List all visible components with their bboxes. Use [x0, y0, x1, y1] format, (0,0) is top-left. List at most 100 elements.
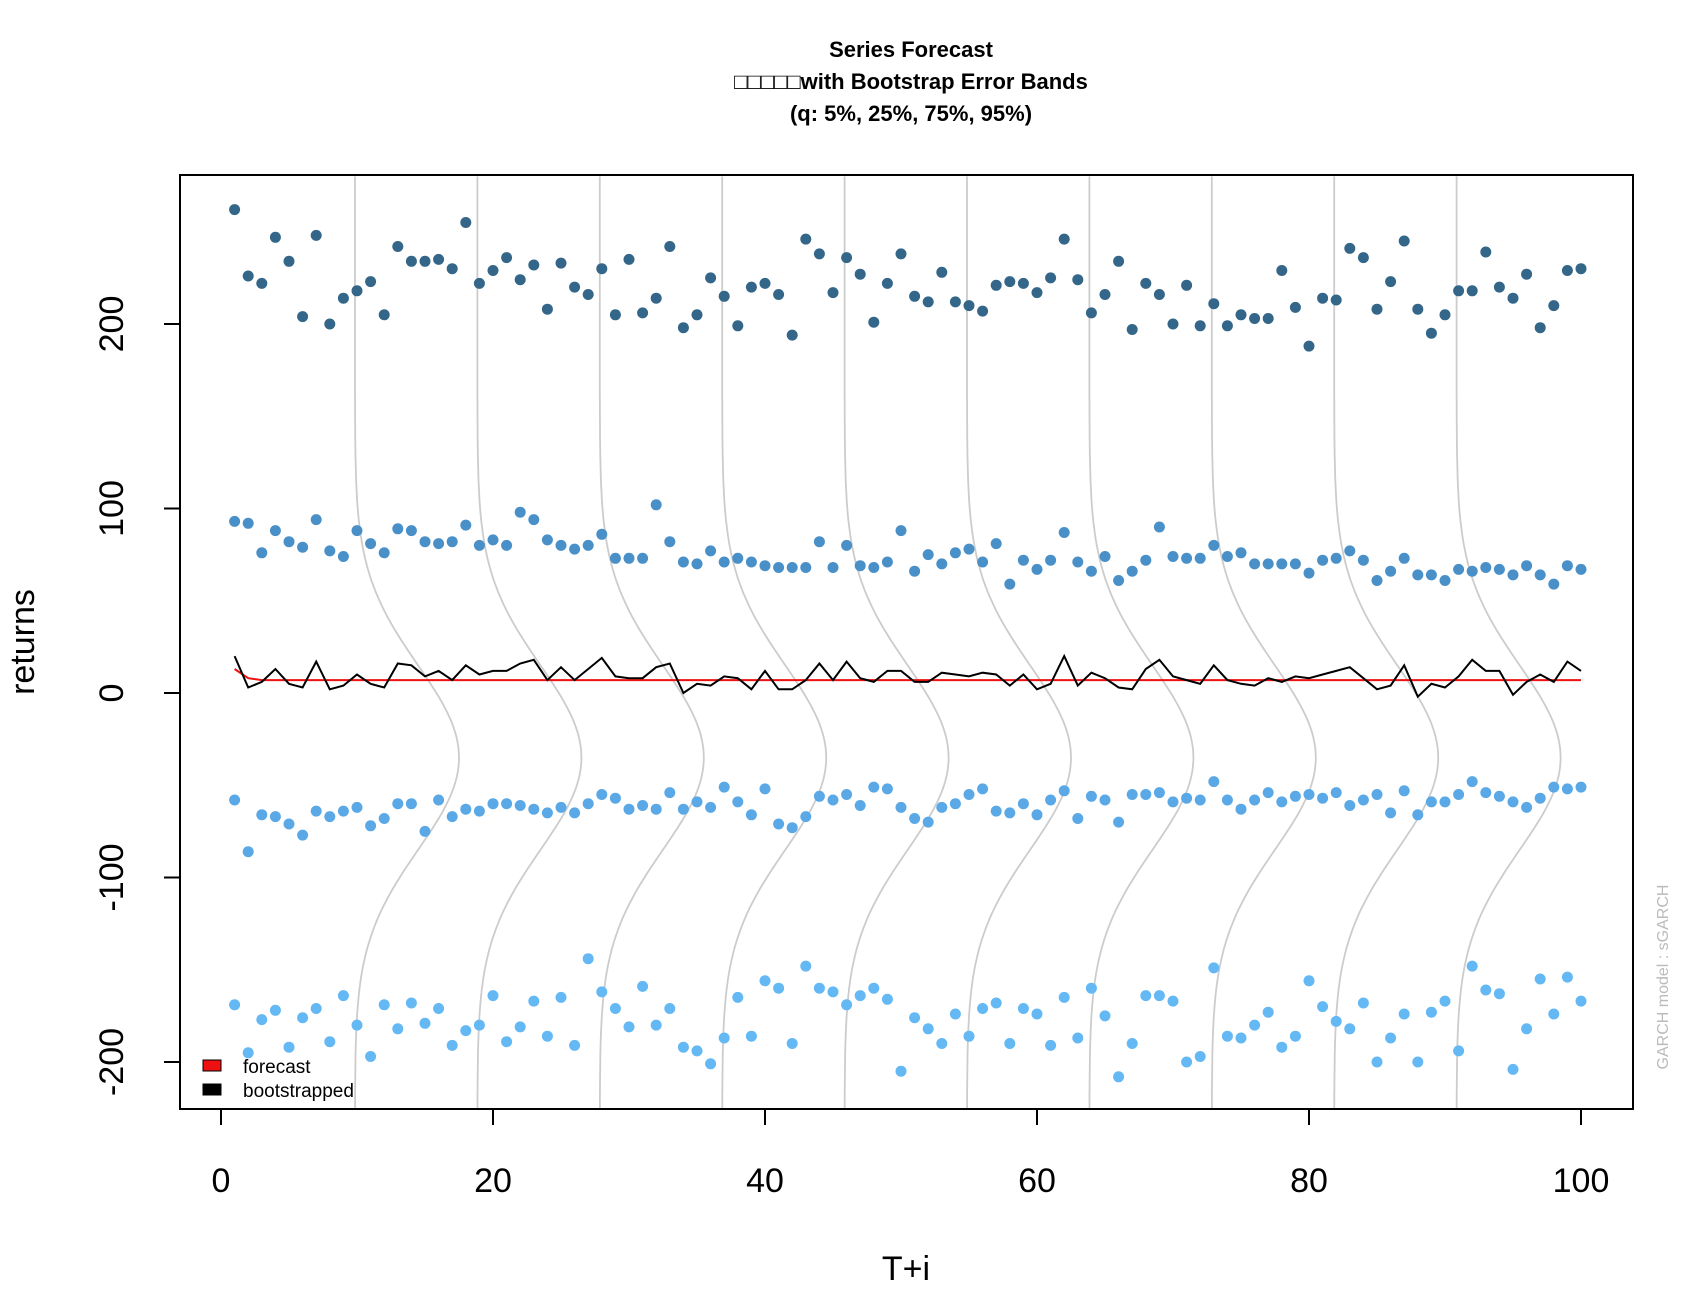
q25-point — [1262, 787, 1274, 799]
q95-point — [1289, 301, 1301, 313]
q95-point — [229, 204, 241, 216]
q75-point — [419, 536, 431, 548]
q95-point — [1085, 307, 1097, 319]
q5-point — [1045, 1039, 1057, 1051]
q5-point — [773, 982, 785, 994]
q25-point — [351, 801, 363, 813]
q75-point — [460, 519, 472, 531]
q75-point — [1357, 554, 1369, 566]
q25-point — [1221, 794, 1233, 806]
q95-point — [1453, 285, 1465, 297]
q25-point — [229, 794, 241, 806]
q25-point — [1099, 794, 1111, 806]
q75-point — [936, 558, 948, 570]
q95-point — [1398, 235, 1410, 247]
q25-point — [324, 811, 336, 823]
q75-point — [1303, 567, 1315, 579]
q25-point — [977, 783, 989, 795]
q75-point — [990, 538, 1002, 550]
q5-point — [269, 1004, 281, 1016]
q95-point — [569, 281, 581, 293]
q25-point — [433, 794, 445, 806]
q95-point — [310, 229, 322, 241]
q5-point — [1017, 1003, 1029, 1014]
q75-point — [378, 547, 390, 559]
q25-point — [827, 794, 839, 806]
q5-point — [1561, 971, 1573, 983]
q25-point — [1085, 790, 1097, 802]
q25-point — [1167, 796, 1179, 808]
q75-point — [446, 536, 458, 548]
legend-label-forecast: forecast — [243, 1057, 311, 1078]
q5-point — [732, 991, 744, 1003]
q95-point — [1113, 255, 1125, 267]
q25-point — [1181, 792, 1193, 804]
q5-point — [460, 1025, 472, 1037]
q95-point — [677, 322, 689, 334]
q95-point — [596, 263, 608, 275]
q75-point — [705, 545, 717, 557]
q5-point — [1480, 984, 1492, 996]
q25-point — [555, 801, 567, 813]
density-curve-1 — [354, 176, 460, 1109]
q95-point — [827, 287, 839, 299]
q5-point — [1181, 1056, 1193, 1068]
q25-point — [473, 805, 485, 817]
q5-point — [1493, 988, 1505, 1000]
q5-point — [936, 1038, 948, 1049]
q5-point — [541, 1030, 553, 1042]
x-tick-label: 60 — [1018, 1162, 1056, 1200]
q5-point — [433, 1003, 445, 1014]
q75-point — [677, 556, 689, 568]
q75-point — [569, 543, 581, 555]
q5-point — [718, 1032, 730, 1044]
q25-point — [283, 818, 295, 830]
x-axis-label: T+i — [882, 1250, 930, 1288]
q95-point — [1004, 276, 1016, 288]
density-curve-7 — [1088, 176, 1195, 1109]
q95-point — [487, 265, 499, 276]
q5-point — [1004, 1038, 1016, 1049]
q5-point — [1521, 1023, 1533, 1035]
q75-point — [1017, 554, 1029, 566]
x-tick-label: 20 — [474, 1162, 512, 1200]
q25-point — [1058, 785, 1070, 797]
q95-point — [664, 241, 676, 252]
q95-point — [759, 277, 771, 289]
q25-point — [1534, 792, 1546, 804]
x-axis: 0 20 40 60 80 100 — [212, 1108, 1609, 1200]
density-curve-3 — [598, 176, 705, 1109]
q25-point — [1357, 794, 1369, 806]
q25-point — [446, 811, 458, 823]
q95-point — [446, 263, 458, 275]
q5-point — [256, 1014, 268, 1026]
q95-point — [936, 266, 948, 278]
q25-point — [854, 800, 866, 811]
q5-point — [555, 991, 567, 1003]
density-curve-5 — [843, 176, 950, 1109]
q75-point — [297, 541, 309, 553]
q5-point — [1303, 975, 1315, 987]
q75-point — [1235, 547, 1247, 559]
q25-point — [378, 813, 390, 824]
series-layer — [229, 204, 1587, 1083]
q75-point — [1221, 551, 1233, 562]
q25-point — [419, 825, 431, 837]
q25-point — [868, 781, 880, 793]
q5-point — [582, 953, 594, 965]
series-q5 — [229, 953, 1587, 1083]
q75-point — [609, 552, 621, 564]
q5-point — [1344, 1023, 1356, 1035]
q75-point — [854, 560, 866, 572]
q75-point — [1398, 552, 1410, 564]
density-curve-6 — [966, 176, 1072, 1109]
q5-point — [283, 1041, 295, 1053]
q95-point — [1181, 279, 1193, 291]
q95-point — [1548, 300, 1560, 312]
q5-point — [609, 1003, 621, 1014]
q75-point — [1167, 551, 1179, 562]
q95-point — [691, 309, 703, 321]
bootstrapped-line — [233, 653, 1582, 699]
q75-point — [664, 536, 676, 548]
q95-point — [854, 268, 866, 280]
